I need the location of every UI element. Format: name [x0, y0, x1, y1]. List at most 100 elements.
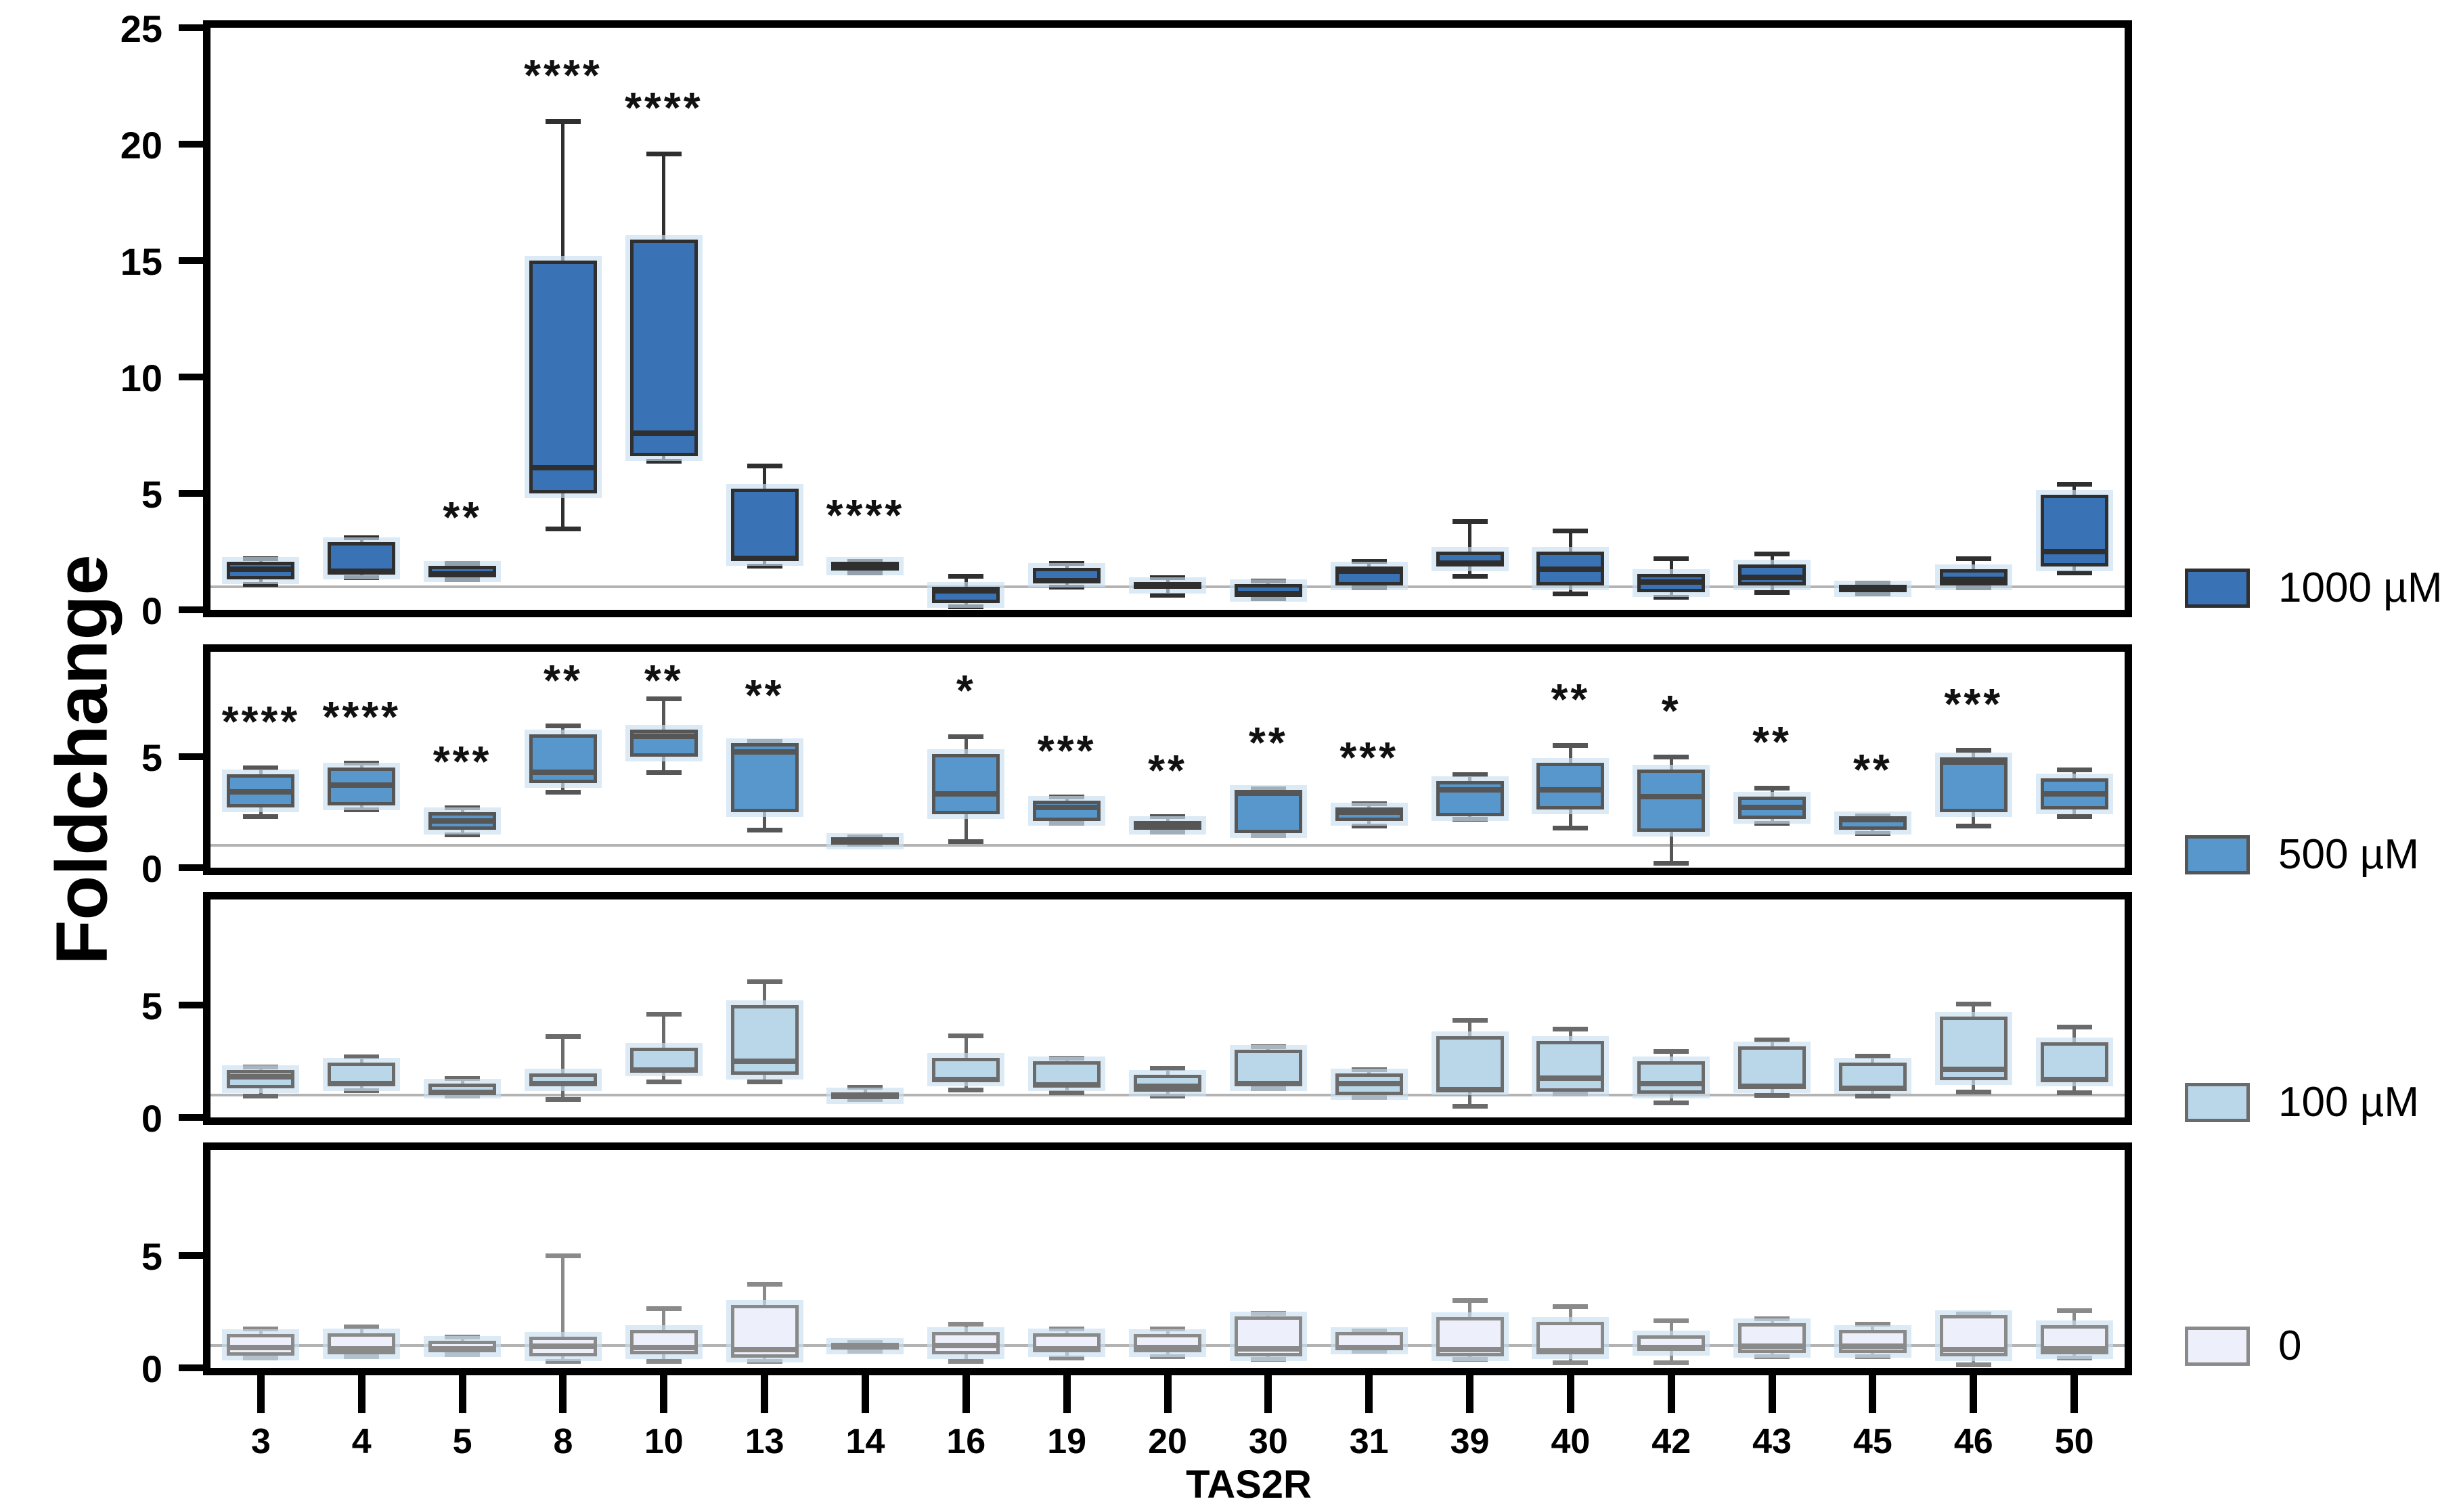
- whisker-cap-bottom: [948, 1087, 984, 1092]
- whisker-cap-top: [545, 723, 581, 728]
- whisker-cap-top: [1250, 1044, 1286, 1050]
- whisker-cap-bottom: [445, 832, 481, 837]
- median-line: [730, 749, 799, 755]
- box: [1134, 1074, 1201, 1092]
- box: [1436, 1036, 1504, 1091]
- box: [1939, 757, 2008, 812]
- whisker-cap-top: [1955, 747, 1991, 753]
- whisker-cap-top: [344, 761, 380, 766]
- whisker-cap-top: [1351, 558, 1387, 564]
- x-axis-tick: [660, 1375, 668, 1413]
- x-tick-label: 45: [1853, 1422, 1892, 1461]
- significance-stars: *: [1661, 686, 1681, 735]
- whisker-cap-top: [1250, 786, 1286, 792]
- whisker-cap-bottom: [243, 1094, 279, 1099]
- box: [2040, 1042, 2108, 1082]
- whisker-cap-top: [948, 1033, 984, 1038]
- whisker-cap-top: [243, 556, 279, 562]
- whisker-cap-bottom: [243, 814, 279, 820]
- panel-500m: **** **** *** ** ** ** * *** ** ** *** ** * ** ** ***: [203, 644, 2132, 875]
- whisker-cap-top: [646, 1306, 682, 1312]
- whisker-cap-bottom: [1654, 595, 1689, 600]
- box: [629, 1329, 698, 1355]
- legend-item-500um: 500 µM: [2185, 834, 2419, 876]
- panel-100m: [203, 892, 2132, 1125]
- whisker-cap-bottom: [847, 1097, 883, 1103]
- median-line: [629, 733, 698, 739]
- x-tick-label: 3: [250, 1422, 271, 1461]
- whisker-cap-top: [243, 1065, 279, 1070]
- median-line: [1838, 1085, 1907, 1091]
- median-line: [1033, 805, 1101, 811]
- whisker-cap-top: [243, 765, 279, 770]
- panel-0: [203, 1142, 2132, 1375]
- x-tick-label: 31: [1349, 1422, 1389, 1461]
- whisker-cap-top: [445, 1075, 481, 1081]
- whisker-cap-bottom: [1754, 1354, 1790, 1360]
- whisker-cap-top: [1955, 1312, 1991, 1317]
- whisker-cap-top: [1754, 1316, 1790, 1321]
- median-line: [328, 569, 396, 575]
- whisker-cap-top: [1855, 1053, 1890, 1059]
- median-line: [629, 430, 698, 436]
- whisker-cap-top: [1150, 1326, 1185, 1331]
- whisker-cap-bottom: [1049, 1090, 1085, 1096]
- whisker-cap-bottom: [545, 790, 581, 795]
- median-line: [1637, 793, 1706, 799]
- whisker-cap-top: [445, 561, 481, 566]
- whisker-cap-bottom: [1049, 821, 1085, 826]
- whisker-cap-bottom: [545, 1097, 581, 1103]
- whisker-cap-top: [1955, 1002, 1991, 1007]
- significance-stars: **: [443, 493, 482, 542]
- median-line: [227, 1074, 295, 1080]
- y-tick-label: 5: [141, 473, 162, 516]
- whisker-cap-bottom: [1855, 591, 1890, 596]
- x-tick-label: 39: [1450, 1422, 1490, 1461]
- box: [227, 1334, 295, 1356]
- x-axis-tick: [761, 1375, 769, 1413]
- x-axis-tick: [257, 1375, 265, 1413]
- median-line: [1637, 1345, 1706, 1351]
- whisker-cap-top: [646, 1012, 682, 1017]
- whisker-cap-bottom: [1855, 831, 1890, 837]
- whisker-cap-bottom: [847, 570, 883, 575]
- whisker-cap-bottom: [545, 526, 581, 531]
- whisker-cap-bottom: [1654, 1360, 1689, 1365]
- x-axis-tick: [1768, 1375, 1776, 1413]
- whisker-cap-bottom: [1250, 1356, 1286, 1362]
- whisker-cap-top: [1250, 579, 1286, 583]
- median-line: [932, 791, 1000, 797]
- box: [1234, 789, 1302, 834]
- whisker-cap-top: [948, 734, 984, 739]
- whisker-cap-top: [545, 1253, 581, 1259]
- y-axis-tick: [179, 1252, 203, 1260]
- whisker-cap-bottom: [1855, 1354, 1890, 1360]
- whisker-cap-bottom: [1955, 1362, 1991, 1368]
- box: [1536, 1041, 1605, 1092]
- whisker-cap-top: [1654, 754, 1689, 759]
- whisker-cap-top: [948, 1322, 984, 1327]
- median-line: [831, 1343, 900, 1350]
- whisker-cap-top: [1855, 813, 1890, 818]
- median-line: [1637, 579, 1706, 585]
- whisker-cap-top: [1452, 519, 1488, 525]
- legend-label-500um: 500 µM: [2278, 831, 2420, 878]
- whisker-cap-top: [2056, 768, 2092, 773]
- whisker-cap-bottom: [646, 770, 682, 775]
- y-axis-tick: [179, 490, 203, 497]
- whisker-cap-top: [2056, 482, 2092, 487]
- whisker-cap-top: [1150, 814, 1185, 820]
- box: [730, 1005, 799, 1075]
- whisker-cap-bottom: [445, 1094, 481, 1099]
- whisker-cap-bottom: [1452, 816, 1488, 822]
- median-line: [1335, 1081, 1403, 1087]
- median-line: [831, 562, 900, 569]
- median-line: [1536, 1348, 1605, 1354]
- significance-stars: **: [1752, 717, 1792, 766]
- median-line: [529, 1343, 597, 1350]
- whisker-cap-bottom: [747, 563, 782, 569]
- whisker-cap-bottom: [1654, 861, 1689, 866]
- whisker-cap-bottom: [847, 842, 883, 847]
- median-line: [1234, 790, 1302, 796]
- x-tick-label: 4: [351, 1422, 372, 1461]
